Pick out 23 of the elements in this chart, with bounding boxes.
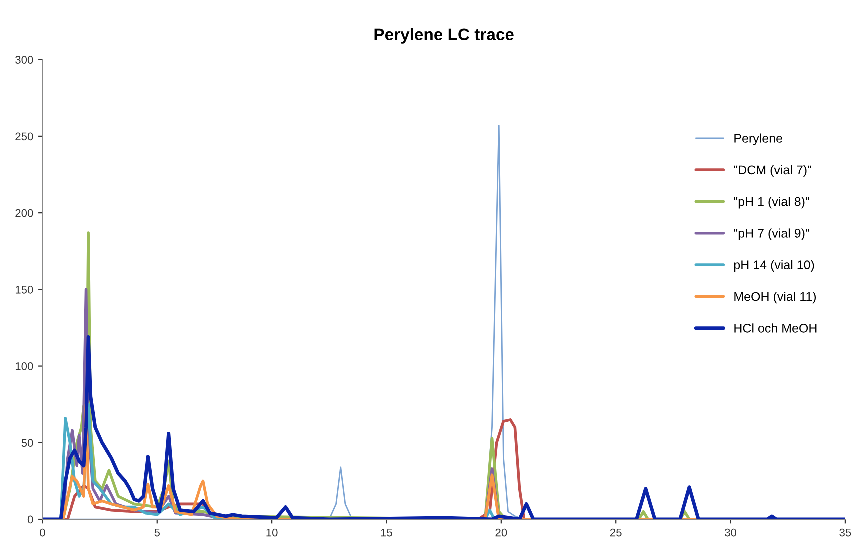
x-tick-label: 30 [725,528,737,537]
y-tick-label: 200 [16,209,34,218]
legend-label: HCl och MeOH [734,324,817,333]
y-tick-label: 300 [16,56,34,64]
x-tick-label: 0 [40,528,46,537]
x-tick-label: 35 [840,528,852,537]
legend-label: "pH 7 (vial 9)" [734,228,810,240]
chart-title: Perylene LC trace [374,28,514,44]
y-tick-label: 50 [22,439,34,448]
y-tick-label: 250 [16,132,34,141]
legend-label: pH 14 (vial 10) [734,260,814,272]
x-tick-label: 10 [266,528,278,537]
legend-label: "pH 1 (vial 8)" [734,197,810,209]
y-tick-label: 150 [16,286,34,294]
x-tick-label: 20 [496,528,508,537]
x-tick-label: 25 [610,528,622,537]
y-tick-label: 100 [16,362,34,370]
legend-label: "DCM (vial 7)" [734,165,812,178]
legend-label: MeOH (vial 11) [734,292,816,304]
x-tick-label: 5 [154,528,160,537]
legend-label: Perylene [734,134,782,146]
x-tick-label: 15 [381,528,392,537]
y-tick-label: 0 [28,516,34,524]
